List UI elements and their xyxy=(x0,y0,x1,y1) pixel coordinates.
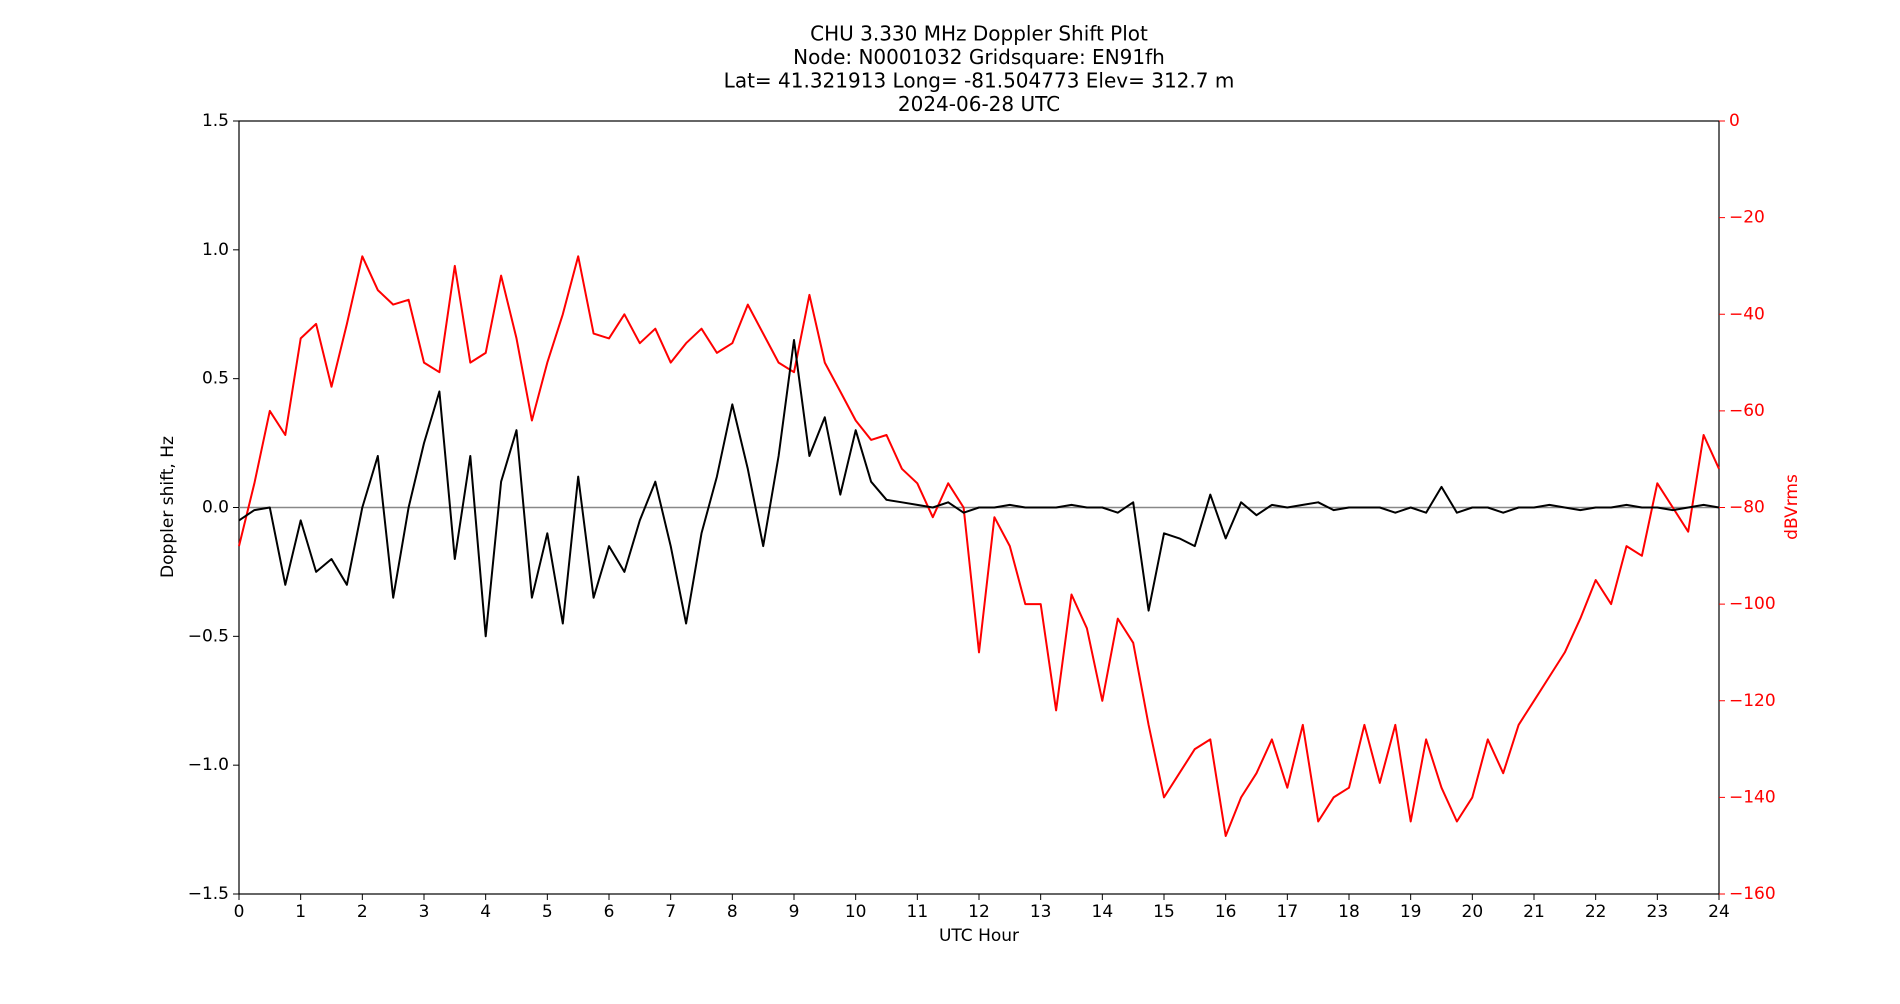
x-tick-label: 18 xyxy=(1338,902,1360,922)
x-tick-label: 7 xyxy=(665,902,676,922)
chart-title: Lat= 41.321913 Long= -81.504773 Elev= 31… xyxy=(724,69,1235,93)
x-tick-label: 10 xyxy=(845,902,867,922)
y2-tick-label: −160 xyxy=(1729,884,1776,904)
chart-title: CHU 3.330 MHz Doppler Shift Plot xyxy=(810,22,1148,46)
y2-tick-label: −20 xyxy=(1729,208,1765,228)
series-line xyxy=(238,255,1720,837)
x-tick-label: 1 xyxy=(295,902,306,922)
x-tick-label: 13 xyxy=(1030,902,1052,922)
x-axis-label: UTC Hour xyxy=(939,926,1019,946)
x-tick-label: 15 xyxy=(1153,902,1175,922)
x-tick-label: 3 xyxy=(419,902,430,922)
y2-tick-label: 0 xyxy=(1729,111,1740,131)
x-tick-label: 2 xyxy=(357,902,368,922)
chart-title: 2024-06-28 UTC xyxy=(898,92,1060,116)
x-tick-label: 0 xyxy=(234,902,245,922)
series-line xyxy=(238,339,1720,638)
x-tick-label: 16 xyxy=(1215,902,1237,922)
x-tick-label: 19 xyxy=(1400,902,1422,922)
y-tick-label: 1.5 xyxy=(202,111,229,131)
x-tick-label: 11 xyxy=(907,902,929,922)
x-tick-label: 20 xyxy=(1462,902,1484,922)
x-tick-label: 6 xyxy=(604,902,615,922)
y-tick-label: −0.5 xyxy=(188,626,229,646)
y-tick-label: −1.0 xyxy=(188,755,229,775)
y2-axis-label: dBVrms xyxy=(1782,474,1802,540)
y2-tick-label: −40 xyxy=(1729,304,1765,324)
y2-tick-label: −120 xyxy=(1729,691,1776,711)
chart-title: Node: N0001032 Gridsquare: EN91fh xyxy=(793,45,1165,69)
y-tick-label: 1.0 xyxy=(202,240,229,260)
y-axis-label: Doppler shift, Hz xyxy=(158,436,178,578)
x-tick-label: 12 xyxy=(968,902,990,922)
x-tick-label: 17 xyxy=(1277,902,1299,922)
x-tick-label: 22 xyxy=(1585,902,1607,922)
x-tick-label: 23 xyxy=(1647,902,1669,922)
y2-tick-label: −140 xyxy=(1729,787,1776,807)
y-tick-label: −1.5 xyxy=(188,884,229,904)
y2-tick-label: −60 xyxy=(1729,401,1765,421)
x-tick-label: 21 xyxy=(1523,902,1545,922)
y2-tick-label: −100 xyxy=(1729,594,1776,614)
y-tick-label: 0.5 xyxy=(202,369,229,389)
x-tick-label: 8 xyxy=(727,902,738,922)
x-tick-label: 24 xyxy=(1708,902,1730,922)
y-tick-label: 0.0 xyxy=(202,498,229,518)
y2-tick-label: −80 xyxy=(1729,498,1765,518)
x-tick-label: 5 xyxy=(542,902,553,922)
x-tick-label: 9 xyxy=(789,902,800,922)
x-tick-label: 14 xyxy=(1092,902,1114,922)
x-tick-label: 4 xyxy=(480,902,491,922)
